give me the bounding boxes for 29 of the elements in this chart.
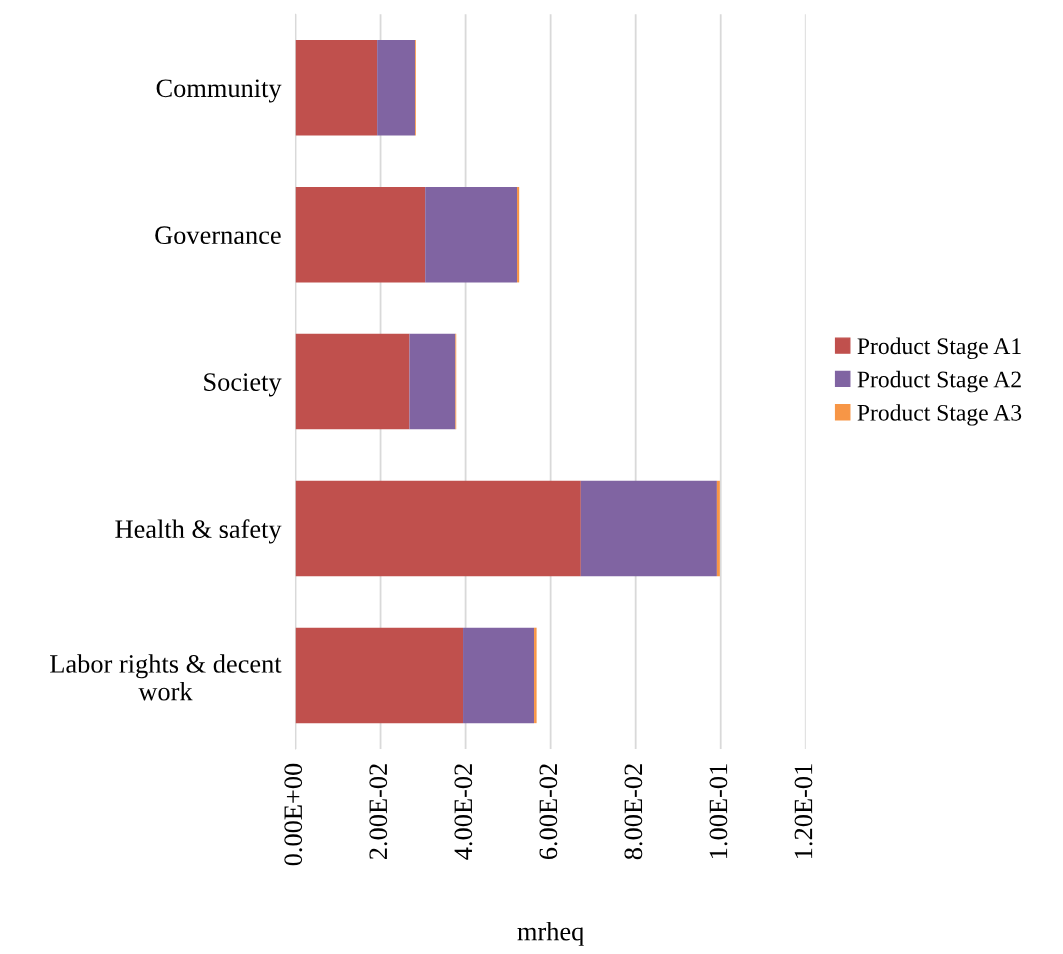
- bar: [716, 480, 720, 577]
- x-tick-label: 2.00E-02: [369, 764, 388, 860]
- x-tick-label: 6.00E-02: [539, 764, 558, 860]
- y-tick-label: Community: [156, 79, 282, 103]
- y-tick-label: Labor rights & decent work: [50, 654, 282, 701]
- legend-label: Product Stage A2: [857, 370, 1021, 393]
- bar: [377, 40, 415, 136]
- bar: [295, 480, 581, 577]
- x-tick-label: 1.00E-01: [709, 764, 728, 858]
- x-tick-label: 4.00E-02: [454, 764, 473, 860]
- bar: [463, 627, 535, 724]
- legend-label: Product Stage A3: [857, 404, 1022, 426]
- bar: [295, 333, 410, 430]
- bar: [295, 40, 378, 136]
- x-tick-label: 1.20E-01: [794, 764, 813, 858]
- x-axis-title: mrheq: [517, 921, 584, 946]
- bar: [425, 186, 518, 283]
- bar: [517, 186, 520, 283]
- bar: [295, 627, 464, 724]
- y-tick-label: Society: [204, 373, 282, 397]
- y-tick-label: Health & safety: [115, 519, 282, 544]
- x-tick-label: 8.00E-02: [624, 764, 643, 860]
- bar: [295, 186, 426, 283]
- y-tick-label: Governance: [155, 226, 281, 245]
- x-tick-label: 0.00E+00: [284, 763, 303, 866]
- bar: [409, 333, 456, 430]
- bar: [580, 480, 717, 577]
- legend-label: Product Stage A1: [857, 337, 1021, 360]
- bar: [534, 627, 537, 724]
